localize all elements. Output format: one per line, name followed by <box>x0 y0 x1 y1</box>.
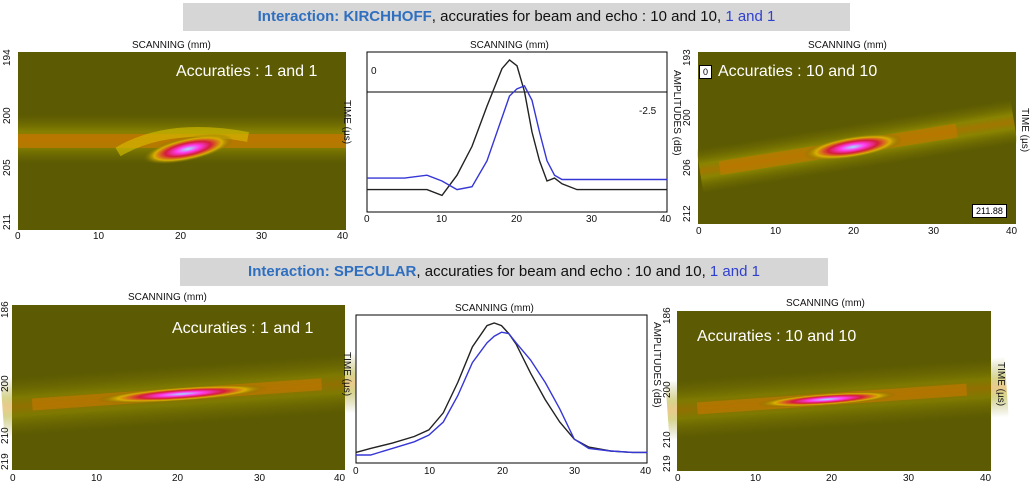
top-value: 0 <box>371 66 377 77</box>
amplitudes-label: AMPLITUDES (dB) <box>671 70 682 156</box>
accuracy-label: Accuraties : 1 and 1 <box>172 320 314 337</box>
y-tick: 186 <box>0 301 11 318</box>
x-tick: 10 <box>93 231 105 242</box>
time-label: TIME (µs) <box>341 100 352 145</box>
x-tick: 20 <box>848 226 860 237</box>
x-tick: 20 <box>826 473 838 484</box>
x-tick: 10 <box>91 473 103 484</box>
banner-blue-text: 1 and 1 <box>709 263 760 280</box>
scanning-label: SCANNING (mm) <box>128 292 207 303</box>
x-tick: 30 <box>928 226 940 237</box>
y-tick: 186 <box>662 307 673 324</box>
x-tick: 30 <box>256 231 268 242</box>
bscan-image <box>696 52 1018 224</box>
scanning-label: SCANNING (mm) <box>455 303 534 314</box>
y-tick: 206 <box>682 159 693 176</box>
kirchhoff-banner: Interaction: KIRCHHOFF, accuraties for b… <box>183 3 850 31</box>
x-tick: 20 <box>511 214 523 225</box>
y-tick: 200 <box>682 109 693 126</box>
time-readout: 211.88 <box>972 204 1007 218</box>
x-tick: 0 <box>364 214 370 225</box>
time-label: TIME (µs) <box>1019 108 1030 153</box>
accuracy-label: Accuraties : 10 and 10 <box>718 63 878 80</box>
y-tick: 200 <box>662 381 673 398</box>
bscan-kirchhoff-coarse: Accuraties : 10 and 10 0 211.88 <box>696 52 1018 224</box>
y-tick: 205 <box>2 159 13 176</box>
x-tick: 0 <box>10 473 16 484</box>
x-tick: 40 <box>1006 226 1018 237</box>
banner-method: KIRCHHOFF <box>343 8 432 25</box>
x-tick: 20 <box>175 231 187 242</box>
amplitude-plot <box>366 51 668 213</box>
bscan-image <box>0 305 364 470</box>
banner-prefix: Interaction: <box>257 8 344 25</box>
x-tick: 40 <box>660 214 672 225</box>
accuracy-label: Accuraties : 1 and 1 <box>176 63 318 80</box>
banner-prefix: Interaction: <box>248 263 334 280</box>
x-tick: 0 <box>675 473 681 484</box>
y-tick: 200 <box>2 107 13 124</box>
amplitude-chart-specular <box>355 314 648 464</box>
series-line-0 <box>355 322 647 454</box>
x-tick: 20 <box>172 473 184 484</box>
x-tick: 10 <box>436 214 448 225</box>
x-tick: 40 <box>640 466 652 477</box>
corner-value: 0 <box>699 65 713 79</box>
accuracy-label: Accuraties : 10 and 10 <box>697 328 857 345</box>
x-tick: 30 <box>254 473 266 484</box>
y-tick: 219 <box>662 455 673 472</box>
x-tick: 10 <box>750 473 762 484</box>
series-line-1 <box>367 85 667 191</box>
y-tick: 194 <box>2 49 13 66</box>
x-tick: 30 <box>903 473 915 484</box>
banner-method: SPECULAR <box>333 263 417 280</box>
scanning-label: SCANNING (mm) <box>470 40 549 51</box>
y-tick: 193 <box>682 49 693 66</box>
bscan-image <box>665 311 1009 471</box>
y-tick: 200 <box>0 375 11 392</box>
y-tick: 212 <box>682 205 693 222</box>
series-line-1 <box>356 331 647 456</box>
amplitude-plot <box>355 314 648 464</box>
time-label: TIME (µs) <box>341 352 352 397</box>
scanning-label: SCANNING (mm) <box>786 298 865 309</box>
x-tick: 0 <box>696 226 702 237</box>
y-tick: 210 <box>0 427 11 444</box>
series-line-0 <box>367 59 667 197</box>
bscan-specular-fine: Accuraties : 1 and 1 <box>0 305 364 470</box>
x-tick: 40 <box>337 231 349 242</box>
x-tick: 0 <box>15 231 21 242</box>
bscan-specular-coarse: Accuraties : 10 and 10 <box>665 311 1009 471</box>
y-tick: 211 <box>2 214 13 230</box>
x-tick: 40 <box>334 473 346 484</box>
amplitudes-label: AMPLITUDES (dB) <box>651 322 662 408</box>
x-tick: 0 <box>353 466 359 477</box>
x-tick: 10 <box>770 226 782 237</box>
x-tick: 20 <box>497 466 509 477</box>
ref-value: -2.5 <box>639 106 657 117</box>
scanning-label: SCANNING (mm) <box>808 40 887 51</box>
x-tick: 10 <box>424 466 436 477</box>
scanning-label: SCANNING (mm) <box>132 40 211 51</box>
bscan-kirchhoff-fine: Accuraties : 1 and 1 <box>18 52 346 230</box>
y-tick: 219 <box>0 453 11 470</box>
banner-text: , accuraties for beam and echo : 10 and … <box>431 8 726 25</box>
x-tick: 30 <box>586 214 598 225</box>
x-tick: 30 <box>569 466 581 477</box>
bscan-image <box>18 52 346 230</box>
banner-text: , accuraties for beam and echo : 10 and … <box>416 263 710 280</box>
x-tick: 40 <box>980 473 992 484</box>
specular-banner: Interaction: SPECULAR, accuraties for be… <box>180 258 828 286</box>
y-tick: 210 <box>662 431 673 448</box>
banner-blue-text: 1 and 1 <box>725 8 776 25</box>
time-label: TIME (µs) <box>995 362 1006 407</box>
amplitude-chart-kirchhoff: 0 -2.5 <box>366 51 668 213</box>
